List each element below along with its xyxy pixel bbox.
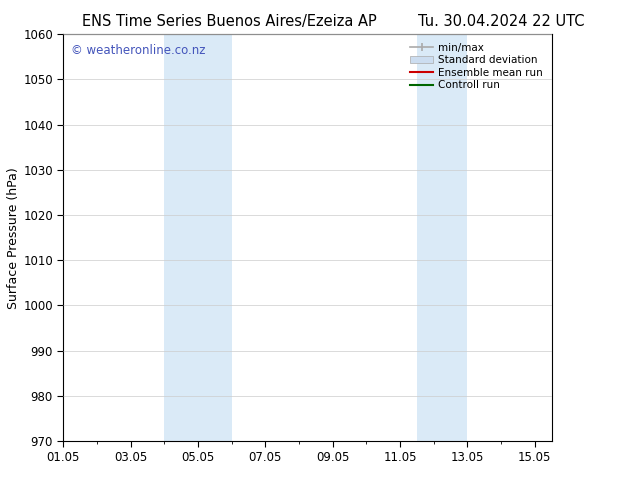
Legend: min/max, Standard deviation, Ensemble mean run, Controll run: min/max, Standard deviation, Ensemble me…	[407, 40, 547, 94]
Bar	[417, 34, 467, 441]
Bar	[164, 34, 232, 441]
Text: Tu. 30.04.2024 22 UTC: Tu. 30.04.2024 22 UTC	[418, 14, 585, 29]
Text: ENS Time Series Buenos Aires/Ezeiza AP: ENS Time Series Buenos Aires/Ezeiza AP	[82, 14, 377, 29]
Y-axis label: Surface Pressure (hPa): Surface Pressure (hPa)	[8, 167, 20, 309]
Text: © weatheronline.co.nz: © weatheronline.co.nz	[71, 45, 205, 57]
